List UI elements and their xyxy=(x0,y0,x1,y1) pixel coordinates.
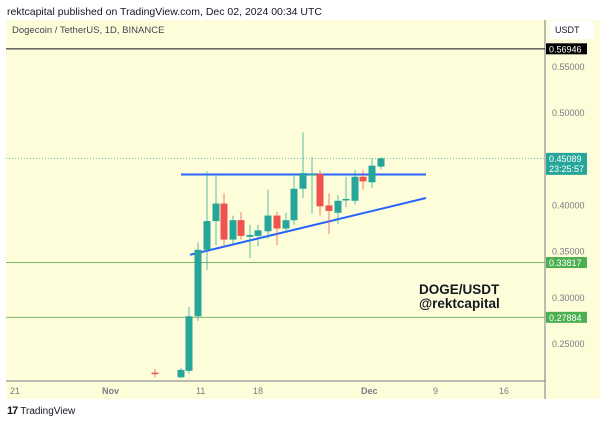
candle[interactable] xyxy=(203,171,211,271)
time-tick: 21 xyxy=(10,386,20,396)
candle[interactable] xyxy=(254,224,262,247)
last-price-label-box xyxy=(546,152,587,175)
candle[interactable] xyxy=(368,158,376,188)
time-tick: 16 xyxy=(499,386,509,396)
candle-body xyxy=(282,220,290,229)
candle[interactable] xyxy=(359,170,367,190)
candle[interactable] xyxy=(151,368,159,378)
candle[interactable] xyxy=(264,189,272,239)
chart-annotation: DOGE/USDT @rektcapital xyxy=(419,283,500,311)
candle[interactable] xyxy=(290,173,298,225)
annotation-author: @rektcapital xyxy=(419,296,500,311)
candle-body xyxy=(316,173,324,207)
price-tick: 0.35000 xyxy=(552,247,585,257)
high-price-label: 0.56946 xyxy=(549,44,582,54)
candle-body xyxy=(212,203,220,222)
time-tick: Dec xyxy=(361,386,378,396)
candle-body xyxy=(177,369,185,378)
tradingview-branding[interactable]: 17 TradingView xyxy=(7,405,75,417)
candle-body xyxy=(246,234,254,237)
last-price-label: 0.45089 xyxy=(549,154,582,164)
candle-body xyxy=(185,316,193,371)
candle[interactable] xyxy=(377,157,385,170)
support-1-label: 0.33817 xyxy=(549,258,582,268)
time-tick: 18 xyxy=(253,386,263,396)
symbol-legend: Dogecoin / TetherUS, 1D, BINANCE xyxy=(12,25,165,36)
candle-body xyxy=(334,200,342,213)
candle-body xyxy=(342,198,350,201)
tradingview-brand: TradingView xyxy=(20,405,76,417)
candle[interactable] xyxy=(220,193,228,247)
candle[interactable] xyxy=(194,242,202,321)
candle-body xyxy=(308,173,316,176)
candle-body xyxy=(151,372,159,375)
currency-button[interactable]: USDT xyxy=(550,21,594,39)
candle-body xyxy=(377,158,385,167)
published-info: rektcapital published on TradingView.com… xyxy=(7,6,322,18)
candle[interactable] xyxy=(316,170,324,216)
support-1-label-box xyxy=(546,257,587,269)
support-2-label: 0.27884 xyxy=(549,313,582,323)
candle[interactable] xyxy=(342,176,350,208)
candle-body xyxy=(290,188,298,221)
time-tick: 11 xyxy=(196,386,205,396)
candle-body xyxy=(368,165,376,183)
chart-pane[interactable] xyxy=(6,20,600,399)
price-tick: 0.25000 xyxy=(552,339,585,349)
candle[interactable] xyxy=(185,307,193,374)
candle-body xyxy=(273,215,281,229)
candle-body xyxy=(351,176,359,201)
candle-body xyxy=(237,220,245,236)
candle[interactable] xyxy=(325,193,333,235)
candle-body xyxy=(203,221,211,250)
candle-body xyxy=(254,230,262,236)
candle[interactable] xyxy=(273,211,281,246)
high-price-label-box xyxy=(546,43,587,55)
countdown-label: 23:25:57 xyxy=(549,164,584,174)
price-tick: 0.50000 xyxy=(552,108,585,118)
candle[interactable] xyxy=(229,215,237,245)
candle-body xyxy=(299,173,307,189)
time-tick: Nov xyxy=(102,386,119,396)
candle[interactable] xyxy=(282,212,290,233)
candle[interactable] xyxy=(237,211,245,240)
candle-body xyxy=(194,249,202,317)
candle[interactable] xyxy=(308,157,316,214)
currency-label: USDT xyxy=(555,25,580,35)
price-tick: 0.55000 xyxy=(552,62,585,72)
candle[interactable] xyxy=(246,224,254,259)
candle[interactable] xyxy=(177,368,185,379)
candle-body xyxy=(325,205,333,211)
candle-body xyxy=(229,220,237,240)
candle[interactable] xyxy=(212,173,220,246)
price-tick: 0.40000 xyxy=(552,200,585,210)
candle-body xyxy=(220,203,228,240)
candle[interactable] xyxy=(299,132,307,199)
trendline[interactable] xyxy=(189,197,427,256)
candle-body xyxy=(359,176,367,182)
tradingview-logo-icon: 17 xyxy=(7,405,18,417)
annotation-pair: DOGE/USDT xyxy=(419,282,500,297)
candle[interactable] xyxy=(334,195,342,224)
candle[interactable] xyxy=(351,170,359,205)
candle-body xyxy=(264,215,272,232)
price-tick: 0.30000 xyxy=(552,293,585,303)
time-tick: 9 xyxy=(433,386,438,396)
support-2-label-box xyxy=(546,311,587,323)
